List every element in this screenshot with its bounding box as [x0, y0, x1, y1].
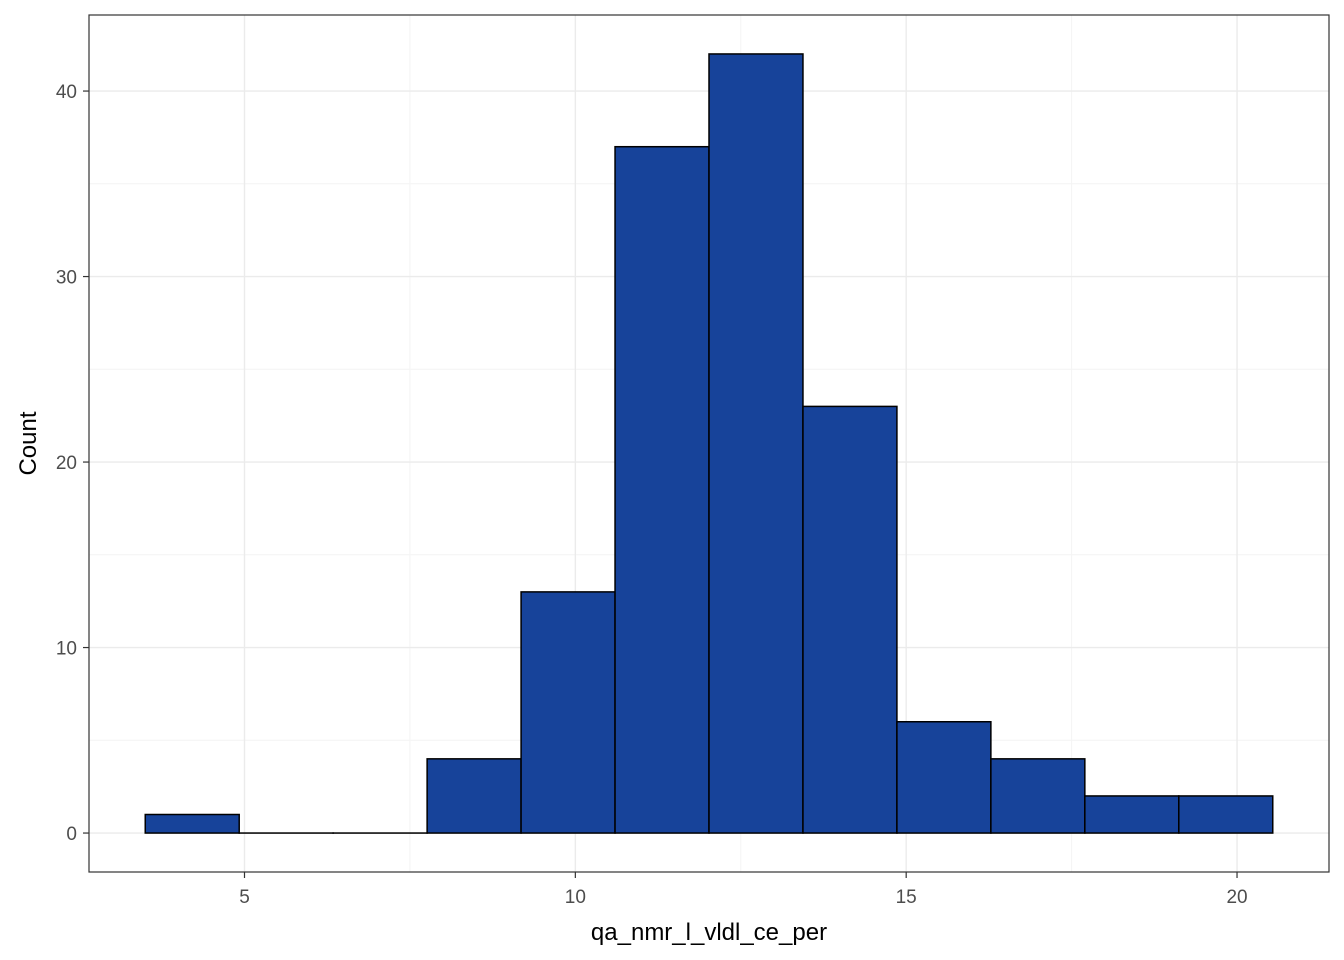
y-tick-label-4: 40 — [56, 82, 77, 103]
histogram-bar-9 — [990, 758, 1086, 834]
histogram-bar-6 — [708, 53, 804, 834]
y-tick-label-3: 30 — [56, 268, 77, 289]
histogram-bar-4 — [520, 591, 616, 834]
histogram-bar-0 — [144, 813, 240, 834]
histogram-bar-10 — [1084, 795, 1180, 834]
x-tick-label-0: 5 — [239, 887, 250, 908]
histogram-bar-5 — [614, 145, 710, 834]
x-tick-label-2: 15 — [896, 887, 917, 908]
x-tick-label-1: 10 — [565, 887, 586, 908]
histogram-bars — [144, 53, 1274, 834]
x-axis-ticks: 5 10 15 20 — [239, 872, 1248, 908]
histogram-bar-3 — [426, 758, 522, 834]
y-tick-label-1: 10 — [56, 639, 77, 660]
histogram-bar-8 — [896, 720, 992, 834]
x-axis-title: qa_nmr_l_vldl_ce_per — [591, 919, 827, 946]
x-tick-label-3: 20 — [1226, 887, 1247, 908]
y-axis-ticks: 0 10 20 30 40 — [56, 82, 89, 845]
y-tick-label-2: 20 — [56, 453, 77, 474]
histogram-bar-11 — [1178, 795, 1274, 834]
y-axis-title: Count — [15, 411, 42, 475]
histogram-bar-7 — [802, 405, 898, 834]
panel-border — [88, 14, 1330, 873]
y-tick-label-0: 0 — [66, 824, 77, 845]
